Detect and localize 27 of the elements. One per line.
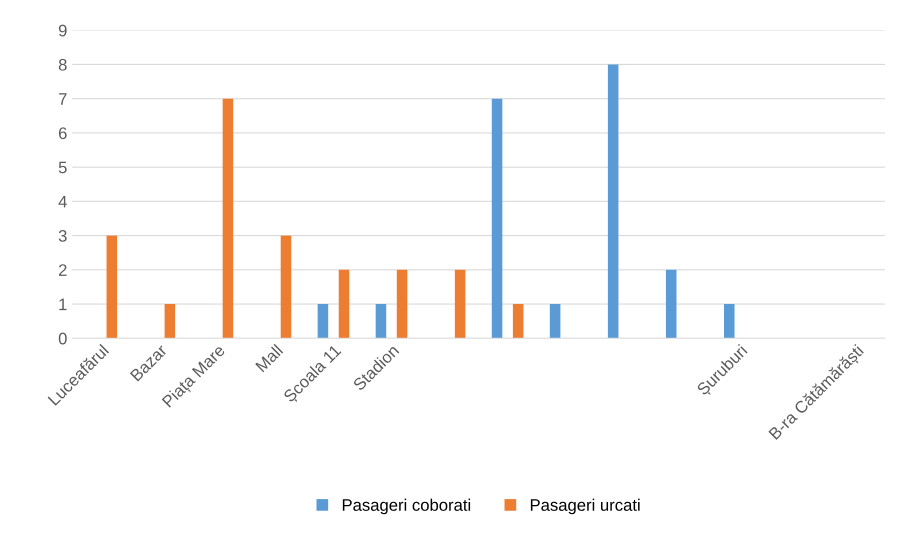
bar xyxy=(376,304,386,338)
bar xyxy=(666,270,676,338)
y-tick-label: 7 xyxy=(58,93,67,105)
y-tick-label: 5 xyxy=(58,162,67,174)
legend-label: Pasageri urcati xyxy=(530,498,640,514)
bar xyxy=(608,64,618,338)
bar xyxy=(454,270,466,338)
legend-label: Pasageri coborati xyxy=(342,498,470,514)
y-tick-label: 1 xyxy=(59,298,67,310)
y-tick-label: 8 xyxy=(58,58,67,71)
bar xyxy=(318,304,328,338)
bar xyxy=(280,236,292,338)
bar xyxy=(396,270,408,338)
bar xyxy=(106,236,118,338)
bar xyxy=(512,304,524,338)
bar xyxy=(222,98,234,338)
bar xyxy=(164,304,176,338)
y-tick-label: 0 xyxy=(58,332,67,344)
y-tick-label: 3 xyxy=(58,230,67,242)
bar xyxy=(724,304,735,338)
y-tick-label: 6 xyxy=(58,127,67,140)
bar xyxy=(550,304,560,338)
y-tick-label: 2 xyxy=(58,264,67,276)
y-tick-label: 9 xyxy=(58,24,67,36)
bar xyxy=(338,270,350,338)
bar xyxy=(492,98,502,338)
y-tick-label: 4 xyxy=(58,196,67,208)
